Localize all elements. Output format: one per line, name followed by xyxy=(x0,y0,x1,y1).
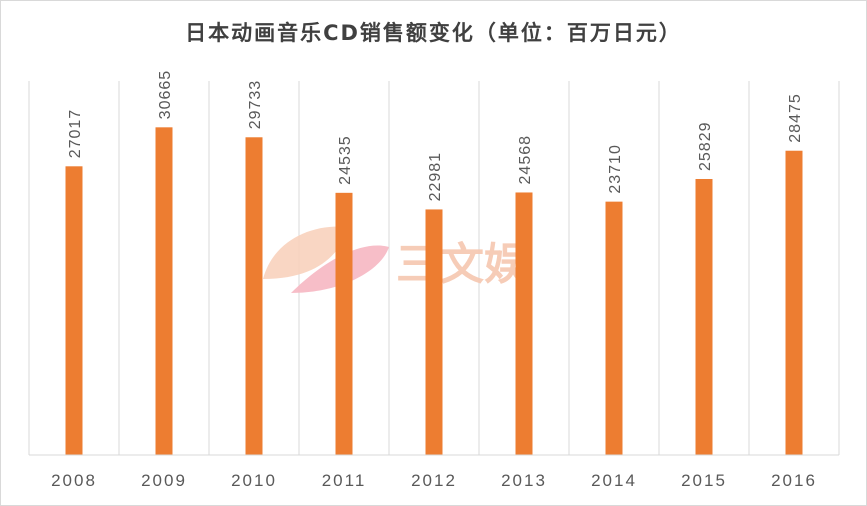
bar-2012 xyxy=(425,209,443,455)
x-tick-labels: 2008 2009 2010 2011 2012 2013 2014 2015 2016 xyxy=(51,471,817,490)
data-label-2012: 22981 xyxy=(427,152,444,202)
data-label-2009: 30665 xyxy=(157,70,174,120)
bar-2009 xyxy=(155,127,173,455)
x-tick-2009: 2009 xyxy=(141,471,187,490)
x-tick-2013: 2013 xyxy=(501,471,547,490)
bar-2015 xyxy=(695,178,713,455)
bar-2016 xyxy=(785,150,803,455)
data-label-2011: 24535 xyxy=(337,135,354,185)
x-tick-2008: 2008 xyxy=(51,471,97,490)
data-label-2008: 27017 xyxy=(67,109,84,159)
data-label-2013: 24568 xyxy=(517,135,534,185)
x-tick-2016: 2016 xyxy=(771,471,817,490)
data-label-2010: 29733 xyxy=(247,80,264,130)
bar-2008 xyxy=(65,166,83,455)
bars xyxy=(65,127,803,456)
watermark-petal-left xyxy=(263,226,349,279)
x-tick-2011: 2011 xyxy=(322,471,367,490)
watermark-text: 三文娱 xyxy=(396,239,528,290)
watermark-logo: 三文娱 xyxy=(263,226,528,293)
bar-2013 xyxy=(515,192,533,455)
bar-2014 xyxy=(605,201,623,455)
bar-2010 xyxy=(245,137,263,455)
x-tick-2015: 2015 xyxy=(681,471,727,490)
chart-title: 日本动画音乐CD销售额变化（单位：百万日元） xyxy=(185,21,682,45)
data-label-2016: 28475 xyxy=(787,93,804,143)
data-labels: 27017 30665 29733 24535 22981 24568 23710 25829… xyxy=(67,70,804,202)
x-tick-2010: 2010 xyxy=(231,471,277,490)
grid-lines xyxy=(28,81,840,455)
data-label-2014: 23710 xyxy=(607,144,624,194)
x-tick-2012: 2012 xyxy=(411,471,457,490)
x-tick-2014: 2014 xyxy=(591,471,637,490)
bar-2011 xyxy=(335,192,353,456)
data-label-2015: 25829 xyxy=(697,121,714,171)
